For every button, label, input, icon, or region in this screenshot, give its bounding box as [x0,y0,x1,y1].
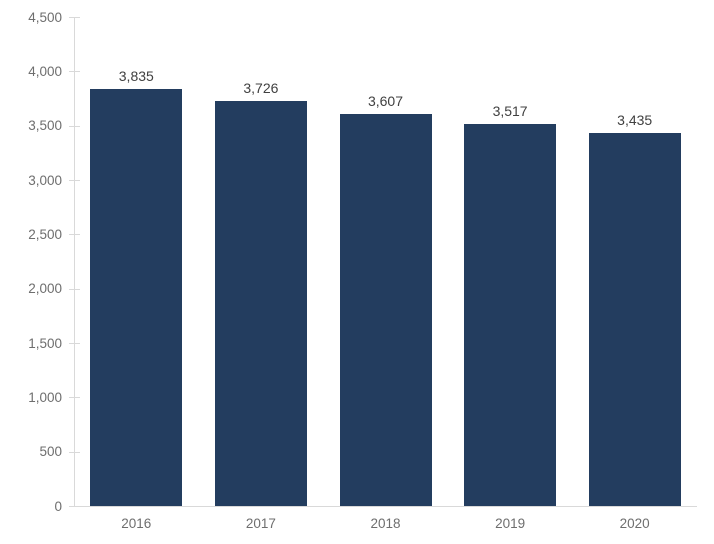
bar-2019 [464,123,557,506]
y-axis-tick-label: 500 [39,444,62,460]
y-axis-tick-label: 2,000 [28,281,62,297]
x-axis-line [74,506,697,507]
y-axis-tick [69,180,80,181]
bar-2020 [588,132,681,506]
x-axis-category-label: 2017 [245,516,276,531]
bar-2018 [339,114,432,506]
y-axis-tick [69,343,80,344]
y-axis-tick-label: 1,000 [28,389,62,405]
bar-value-label: 3,726 [243,80,279,97]
y-axis-tick [69,506,80,507]
y-axis-tick-label: 0 [54,498,62,514]
bar-2016 [90,89,183,506]
y-axis-tick-label: 2,500 [28,226,62,242]
y-axis-tick-label: 4,500 [28,9,62,25]
bar-value-label: 3,435 [617,111,653,128]
y-axis-tick [69,397,80,398]
y-axis-tick-label: 3,500 [28,118,62,134]
bar-value-label: 3,835 [118,68,154,85]
y-axis-tick-label: 3,000 [28,172,62,188]
y-axis-tick [69,17,80,18]
y-axis-tick [69,71,80,72]
y-axis-tick [69,234,80,235]
y-axis-tick-label: 1,500 [28,335,62,351]
x-axis-category-label: 2019 [495,516,526,531]
x-axis-category-label: 2020 [619,516,650,531]
y-axis-line [74,17,75,506]
y-axis-tick [69,289,80,290]
x-axis-category-label: 2018 [370,516,401,531]
bar-2017 [214,101,307,506]
y-axis-tick-label: 4,000 [28,63,62,79]
y-axis-tick [69,126,80,127]
x-axis-category-label: 2016 [121,516,152,531]
bar-value-label: 3,517 [492,102,528,119]
y-axis-tick [69,452,80,453]
bar-value-label: 3,607 [367,93,404,110]
